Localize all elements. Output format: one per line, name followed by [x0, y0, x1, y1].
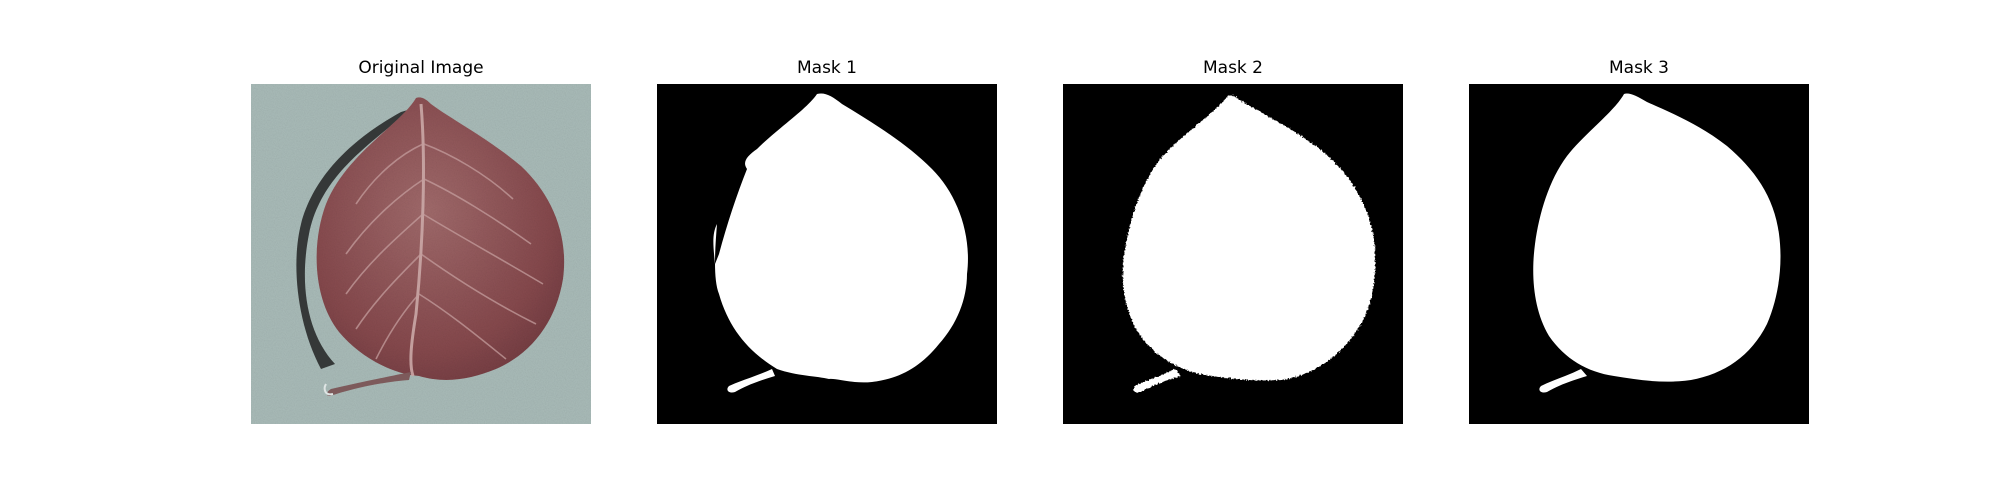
- mask-1-leaf: [713, 93, 968, 383]
- stem-tip: [323, 383, 334, 396]
- mask-1-stem: [727, 369, 775, 393]
- mask-2-image: [1063, 84, 1403, 424]
- mask-3-leaf: [1533, 93, 1781, 382]
- panel-mask-1: Mask 1: [657, 0, 997, 430]
- mask-1-image: [657, 84, 997, 424]
- leaf-body: [316, 97, 565, 380]
- panel-original-image: Original Image: [251, 0, 591, 430]
- panel-title-mask-2: Mask 2: [1202, 58, 1263, 78]
- panel-title-mask-1: Mask 1: [796, 58, 857, 78]
- mask-2-stem: [1133, 369, 1181, 393]
- mask-3-image: [1469, 84, 1809, 424]
- mask-2-leaf: [1122, 95, 1376, 381]
- original-leaf-image: [251, 84, 591, 424]
- leaf-midrib: [409, 103, 425, 377]
- panel-mask-2: Mask 2: [1063, 0, 1403, 430]
- panel-title-original: Original Image: [358, 58, 484, 78]
- mask-3-stem: [1539, 369, 1587, 393]
- leaf-stem: [326, 372, 411, 396]
- panel-title-mask-3: Mask 3: [1608, 58, 1669, 78]
- panel-mask-3: Mask 3: [1469, 0, 1809, 430]
- leaf-veins: [345, 143, 544, 360]
